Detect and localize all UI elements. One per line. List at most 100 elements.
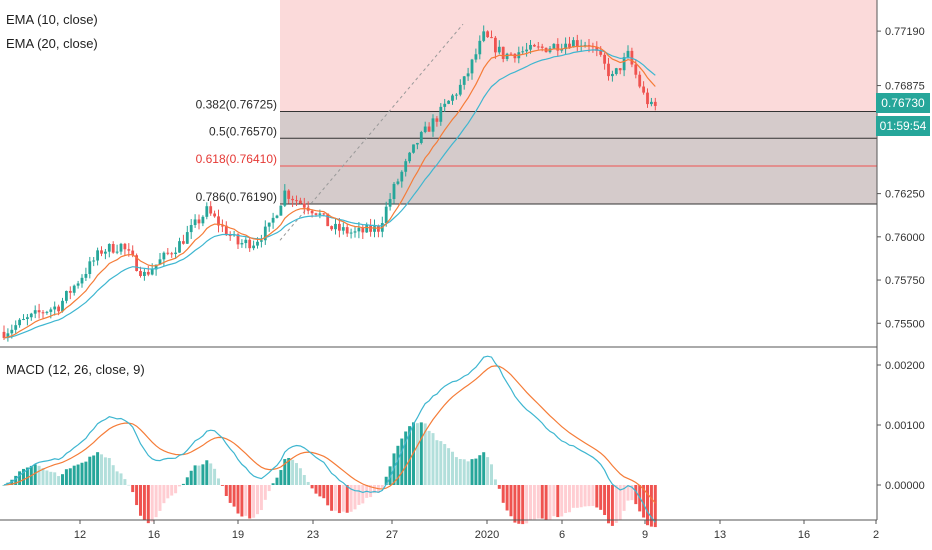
- price-tick-label: 0.76000: [885, 232, 925, 244]
- price-tick-label: 0.76875: [885, 81, 925, 93]
- candle-body: [166, 252, 170, 254]
- macd-histogram-bar: [185, 477, 189, 485]
- candle-body: [603, 54, 606, 64]
- candle-body: [470, 59, 474, 74]
- legend-macd[interactable]: MACD (12, 26, close, 9): [6, 362, 145, 377]
- candle-body: [193, 219, 197, 226]
- candle-body: [482, 31, 486, 41]
- macd-histogram-bar: [431, 433, 435, 485]
- macd-histogram-bar: [380, 485, 384, 489]
- candle-body: [217, 216, 220, 226]
- candle-body: [529, 44, 532, 50]
- macd-histogram-bar: [415, 423, 419, 485]
- candle-body: [135, 255, 138, 271]
- candle-body: [295, 200, 298, 202]
- macd-histogram-bar: [603, 485, 607, 516]
- candle-body: [435, 118, 439, 122]
- fib-level-label: 0.618(0.76410): [196, 152, 277, 166]
- macd-histogram-bar: [579, 485, 583, 508]
- macd-histogram-bar: [57, 476, 61, 485]
- macd-histogram-bar: [256, 485, 259, 515]
- candle-body: [178, 241, 181, 253]
- macd-line: [3, 355, 656, 523]
- macd-histogram-bar: [92, 455, 96, 485]
- candle-body: [131, 250, 135, 256]
- candle-body: [221, 225, 224, 227]
- candle-body: [462, 76, 466, 85]
- macd-histogram-bar: [96, 452, 100, 485]
- candle-body: [123, 243, 127, 250]
- candle-body: [154, 264, 158, 270]
- macd-histogram-bar: [197, 465, 201, 485]
- candle-body: [256, 241, 259, 246]
- candle-body: [607, 63, 610, 77]
- candle-body: [236, 234, 240, 245]
- macd-histogram-bar: [482, 452, 486, 485]
- candle-body: [111, 244, 115, 253]
- price-tick-label: 0.75500: [885, 318, 925, 330]
- axes: 0.771900.768750.766250.762500.760000.757…: [0, 0, 925, 541]
- candle-body: [501, 46, 505, 59]
- candle-body: [486, 31, 489, 38]
- candle-body: [540, 46, 544, 48]
- macd-histogram-bar: [384, 476, 388, 485]
- macd-histogram-bar: [525, 485, 529, 524]
- candle-body: [127, 249, 131, 251]
- macd-histogram-bar: [88, 456, 92, 485]
- macd-histogram-bar: [568, 485, 571, 513]
- macd-histogram-bar: [162, 485, 166, 504]
- candle-body: [412, 144, 415, 153]
- candle-body: [143, 271, 146, 276]
- macd-histogram-bar: [123, 479, 127, 485]
- candle-body: [302, 203, 306, 208]
- fibonacci-retracement[interactable]: 0.382(0.76725) 0.5(0.76570) 0.618(0.76410)…: [196, 0, 877, 241]
- candle-body: [404, 161, 408, 172]
- macd-histogram-bar: [587, 485, 591, 507]
- candle-body: [345, 227, 349, 234]
- candle-body: [568, 43, 571, 48]
- candle-body: [209, 206, 213, 214]
- candle-body: [263, 226, 267, 241]
- candle-body: [611, 73, 614, 77]
- legend-ema10[interactable]: EMA (10, close): [6, 12, 98, 27]
- candle-body: [419, 132, 423, 143]
- legend-ema20[interactable]: EMA (20, close): [6, 36, 98, 51]
- macd-histogram-bar: [201, 464, 205, 485]
- macd-histogram-bar: [326, 485, 330, 506]
- macd-histogram-bar: [458, 459, 462, 485]
- macd-histogram-bar: [540, 485, 544, 519]
- candle-body: [357, 227, 361, 232]
- time-tick-label: 12: [74, 529, 86, 541]
- macd-histogram-bar: [271, 483, 275, 485]
- macd-histogram-bar: [462, 459, 466, 485]
- candle-body: [310, 210, 314, 214]
- candle-body: [443, 103, 447, 107]
- time-tick-label: 6: [559, 529, 565, 541]
- macd-histogram-bar: [107, 458, 111, 485]
- macd-histogram-bar: [41, 468, 45, 485]
- candle-body: [57, 306, 60, 312]
- candle-body: [622, 57, 626, 71]
- macd-histogram-bar: [626, 485, 630, 501]
- candle-body: [252, 245, 255, 249]
- ema10-line: [3, 45, 656, 339]
- candle-body: [33, 310, 37, 314]
- macd-histogram-bar: [224, 485, 228, 496]
- candle-body: [18, 319, 21, 326]
- macd-histogram-bar: [49, 471, 53, 485]
- fib-level-label: 0.786(0.76190): [196, 190, 277, 204]
- candle-body: [490, 37, 493, 39]
- candle-body: [478, 40, 482, 55]
- macd-histogram-bar: [142, 485, 146, 521]
- candle-body: [505, 53, 509, 59]
- candle-body: [53, 306, 57, 310]
- candle-body: [275, 215, 279, 218]
- macd-histogram-bar: [310, 485, 314, 489]
- time-tick-label: 16: [798, 529, 810, 541]
- macd-histogram-bar: [287, 457, 291, 485]
- macd-histogram-bar: [205, 460, 209, 485]
- macd-histogram-bar: [72, 465, 76, 485]
- macd-histogram-bar: [22, 468, 25, 485]
- macd-histogram-bar: [642, 485, 646, 518]
